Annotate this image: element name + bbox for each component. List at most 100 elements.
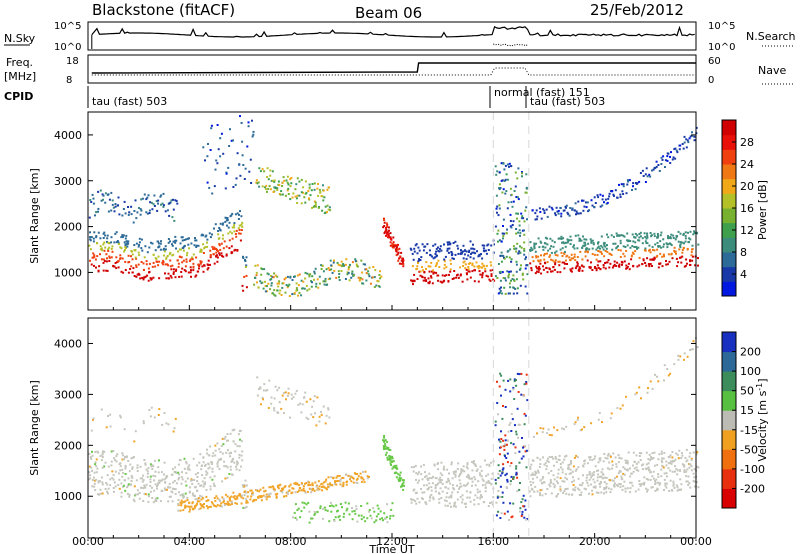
power-return (641, 169, 644, 172)
power-return (378, 285, 381, 288)
power-return (283, 179, 286, 182)
velocity-return (452, 505, 455, 508)
velocity-return (398, 478, 401, 481)
power-return (421, 243, 424, 246)
power-return (162, 204, 165, 207)
velocity-return (651, 452, 654, 455)
velocity-return (290, 397, 293, 400)
velocity-return (485, 463, 488, 466)
power-return (498, 183, 501, 186)
velocity-return (518, 450, 521, 453)
velocity-return (333, 519, 336, 522)
velocity-return (516, 476, 519, 479)
velocity-return (654, 489, 657, 492)
power-return (239, 239, 242, 242)
velocity-return (161, 478, 164, 481)
velocity-return (321, 482, 324, 485)
velocity-return (158, 408, 161, 411)
power-return (529, 262, 532, 265)
power-return (155, 260, 158, 263)
power-return (437, 279, 440, 282)
power-return (267, 273, 270, 276)
velocity-return (513, 398, 516, 400)
velocity-return (379, 518, 382, 521)
power-return (438, 250, 441, 253)
power-return (619, 249, 622, 252)
power-return (172, 253, 175, 256)
power-return (645, 237, 648, 240)
velocity-return (183, 495, 186, 498)
power-return (254, 264, 257, 267)
velocity-return (383, 448, 385, 451)
power-return (459, 253, 462, 255)
power-return (583, 244, 586, 247)
power-return (270, 278, 273, 281)
power-return (148, 246, 151, 249)
velocity-return (203, 477, 206, 480)
velocity-return (192, 508, 195, 511)
velocity-return (382, 519, 384, 522)
velocity-return (497, 510, 500, 513)
power-return (444, 255, 447, 258)
power-return (172, 198, 174, 201)
velocity-return (623, 473, 626, 476)
power-return (200, 234, 203, 237)
velocity-return (264, 489, 267, 492)
velocity-return (683, 465, 686, 468)
velocity-return (375, 519, 378, 522)
velocity-return (342, 481, 345, 484)
velocity-return (310, 487, 313, 490)
power-return (468, 270, 471, 273)
power-return (591, 239, 594, 242)
power-return (465, 250, 468, 253)
velocity-return (323, 481, 325, 484)
velocity-return (262, 389, 265, 392)
velocity-return (487, 479, 490, 482)
power-return (287, 285, 290, 287)
power-return (271, 292, 274, 295)
velocity-return (158, 481, 161, 484)
velocity-return (463, 470, 466, 473)
power-return (307, 190, 310, 192)
velocity-return (124, 473, 127, 475)
velocity-return (587, 484, 590, 487)
velocity-return (672, 484, 675, 487)
power-return (329, 209, 332, 212)
power-return (632, 240, 635, 243)
power-return (669, 162, 672, 164)
velocity-return (675, 452, 678, 455)
velocity-return (114, 485, 117, 488)
power-return (612, 242, 615, 245)
power-return (281, 193, 284, 196)
velocity-return (629, 487, 632, 490)
velocity-return (420, 465, 423, 468)
power-colorbar-swatch (722, 222, 736, 238)
power-return (195, 239, 198, 242)
power-return (434, 256, 436, 259)
power-return (221, 254, 223, 257)
power-return (632, 265, 635, 268)
power-return (619, 256, 622, 258)
velocity-return (260, 499, 263, 502)
power-return (486, 244, 489, 247)
velocity-return (541, 494, 544, 497)
velocity-return (576, 418, 579, 421)
velocity-return (283, 392, 285, 395)
power-return (90, 263, 93, 266)
power-return (511, 205, 514, 208)
power-return (653, 166, 656, 169)
velocity-colorbar-label: Velocity [m s-1] (755, 378, 769, 461)
power-return (236, 152, 239, 155)
velocity-return (481, 478, 484, 481)
power-return (295, 197, 298, 200)
power-return (126, 245, 129, 248)
power-return (300, 294, 302, 297)
velocity-return (296, 490, 299, 493)
power-return (519, 267, 522, 270)
power-colorbar-label: 8 (740, 246, 747, 259)
power-return (659, 240, 662, 243)
power-return (693, 230, 696, 233)
velocity-return (524, 445, 527, 448)
velocity-return (597, 418, 600, 421)
power-return (538, 246, 541, 249)
